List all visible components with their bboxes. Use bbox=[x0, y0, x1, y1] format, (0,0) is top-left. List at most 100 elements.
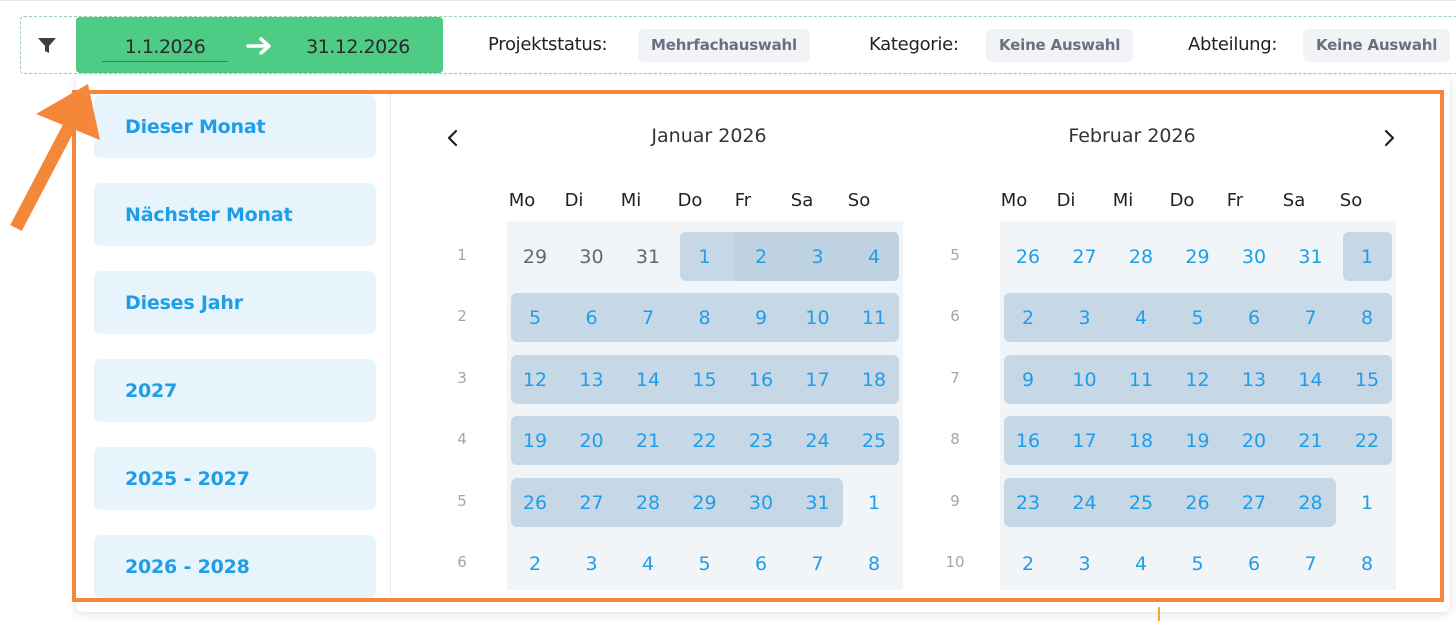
calendar-day[interactable]: 17 bbox=[1072, 429, 1097, 452]
calendar-day[interactable]: 15 bbox=[1354, 368, 1380, 391]
calendar-day[interactable]: 20 bbox=[1241, 429, 1267, 452]
calendar-day[interactable]: 20 bbox=[579, 429, 604, 452]
calendar-day[interactable]: 12 bbox=[522, 368, 548, 391]
calendar-day[interactable]: 2 bbox=[1021, 552, 1035, 575]
calendar-day[interactable]: 25 bbox=[861, 429, 887, 452]
calendar-day[interactable]: 5 bbox=[528, 306, 542, 329]
date-start-input[interactable]: 1.1.2026 bbox=[102, 36, 228, 62]
calendar-day[interactable]: 3 bbox=[1078, 552, 1091, 575]
calendar-day[interactable]: 16 bbox=[748, 368, 774, 391]
calendar-day[interactable]: 9 bbox=[1021, 368, 1035, 391]
calendar-day[interactable]: 24 bbox=[1072, 491, 1097, 514]
calendar-day[interactable]: 19 bbox=[522, 429, 548, 452]
calendar-day[interactable]: 21 bbox=[635, 429, 661, 452]
calendar-day[interactable]: 14 bbox=[635, 368, 661, 391]
calendar-day[interactable]: 28 bbox=[1298, 491, 1323, 514]
calendar-day[interactable]: 29 bbox=[692, 491, 717, 514]
filter-icon[interactable] bbox=[37, 37, 57, 55]
calendar-day[interactable]: 3 bbox=[1078, 306, 1091, 329]
calendar-day[interactable]: 23 bbox=[748, 429, 774, 452]
calendar-day[interactable]: 18 bbox=[1128, 429, 1154, 452]
calendar-day[interactable]: 15 bbox=[692, 368, 717, 391]
calendar-day[interactable]: 13 bbox=[579, 368, 604, 391]
range-row bbox=[1004, 293, 1392, 342]
calendar-day[interactable]: 5 bbox=[698, 552, 711, 575]
calendar-day[interactable]: 6 bbox=[754, 552, 768, 575]
calendar-day[interactable]: 22 bbox=[692, 429, 717, 452]
calendar-day[interactable]: 11 bbox=[861, 306, 887, 329]
abteilung-select[interactable]: Keine Auswahl bbox=[1303, 29, 1451, 62]
calendar-day[interactable]: 6 bbox=[1247, 306, 1261, 329]
calendar-day[interactable]: 13 bbox=[1241, 368, 1267, 391]
calendar-day[interactable]: 10 bbox=[1072, 368, 1097, 391]
calendar-day[interactable]: 2 bbox=[754, 245, 768, 268]
calendar-day[interactable]: 29 bbox=[522, 245, 548, 268]
calendar-day[interactable]: 7 bbox=[1304, 306, 1317, 329]
date-range-picker[interactable]: 1.1.2026 31.12.2026 bbox=[76, 17, 443, 73]
calendar-day[interactable]: 28 bbox=[635, 491, 661, 514]
preset-dieses-jahr[interactable]: Dieses Jahr bbox=[94, 271, 376, 334]
calendar-day[interactable]: 29 bbox=[1185, 245, 1210, 268]
calendar-day[interactable]: 6 bbox=[1247, 552, 1261, 575]
calendar-day[interactable]: 7 bbox=[1304, 552, 1317, 575]
calendar-day[interactable]: 24 bbox=[805, 429, 830, 452]
calendar-day[interactable]: 27 bbox=[1241, 491, 1267, 514]
calendar-day[interactable]: 14 bbox=[1298, 368, 1323, 391]
calendar-day[interactable]: 26 bbox=[1015, 245, 1041, 268]
calendar-day[interactable]: 1 bbox=[698, 245, 711, 268]
calendar-day[interactable]: 19 bbox=[1185, 429, 1210, 452]
calendar-day[interactable]: 7 bbox=[811, 552, 824, 575]
calendar-day[interactable]: 5 bbox=[1191, 306, 1204, 329]
calendar-day[interactable]: 26 bbox=[522, 491, 548, 514]
calendar-day[interactable]: 8 bbox=[1360, 552, 1374, 575]
date-end-input[interactable]: 31.12.2026 bbox=[306, 36, 410, 58]
calendar-day[interactable]: 26 bbox=[1185, 491, 1210, 514]
calendar-day[interactable]: 3 bbox=[585, 552, 598, 575]
calendar-day[interactable]: 16 bbox=[1015, 429, 1041, 452]
calendar-day[interactable]: 18 bbox=[861, 368, 887, 391]
calendar-day[interactable]: 23 bbox=[1015, 491, 1041, 514]
calendar-day[interactable]: 4 bbox=[867, 245, 881, 268]
calendar-day[interactable]: 10 bbox=[805, 306, 830, 329]
calendar-day[interactable]: 30 bbox=[748, 491, 774, 514]
calendar-day[interactable]: 5 bbox=[1191, 552, 1204, 575]
calendar-day[interactable]: 27 bbox=[1072, 245, 1097, 268]
calendar-day[interactable]: 7 bbox=[641, 306, 655, 329]
calendar-day[interactable]: 12 bbox=[1185, 368, 1210, 391]
calendar-day[interactable]: 31 bbox=[805, 491, 830, 514]
calendar-day[interactable]: 2 bbox=[528, 552, 542, 575]
preset-dieser-monat[interactable]: Dieser Monat bbox=[94, 95, 376, 158]
calendar-day[interactable]: 8 bbox=[698, 306, 711, 329]
preset-2025-2027[interactable]: 2025 - 2027 bbox=[94, 447, 376, 510]
calendar-day[interactable]: 30 bbox=[579, 245, 604, 268]
calendar-day[interactable]: 9 bbox=[754, 306, 768, 329]
calendar-day[interactable]: 8 bbox=[867, 552, 881, 575]
chevron-right-icon[interactable] bbox=[1379, 128, 1399, 148]
calendar-day[interactable]: 22 bbox=[1354, 429, 1380, 452]
calendar-day[interactable]: 4 bbox=[641, 552, 655, 575]
projektstatus-select[interactable]: Mehrfachauswahl bbox=[638, 29, 810, 62]
calendar-day[interactable]: 31 bbox=[635, 245, 661, 268]
calendar-day[interactable]: 30 bbox=[1241, 245, 1267, 268]
calendar-day[interactable]: 4 bbox=[1134, 306, 1148, 329]
calendar-day[interactable]: 4 bbox=[1134, 552, 1148, 575]
calendar-day[interactable]: 31 bbox=[1298, 245, 1323, 268]
calendar-day[interactable]: 17 bbox=[805, 368, 830, 391]
calendar-day[interactable]: 21 bbox=[1298, 429, 1323, 452]
calendar-day[interactable]: 1 bbox=[1360, 491, 1374, 514]
calendar-day[interactable]: 25 bbox=[1128, 491, 1154, 514]
calendar-day[interactable]: 28 bbox=[1128, 245, 1154, 268]
calendar-day[interactable]: 11 bbox=[1128, 368, 1154, 391]
preset-2027[interactable]: 2027 bbox=[94, 359, 376, 422]
calendar-day[interactable]: 27 bbox=[579, 491, 604, 514]
calendar-day[interactable]: 2 bbox=[1021, 306, 1035, 329]
calendar-day[interactable]: 3 bbox=[811, 245, 824, 268]
preset-2026-2028[interactable]: 2026 - 2028 bbox=[94, 535, 376, 598]
preset-naechster-monat[interactable]: Nächster Monat bbox=[94, 183, 376, 246]
calendar-day[interactable]: 8 bbox=[1360, 306, 1374, 329]
kategorie-select[interactable]: Keine Auswahl bbox=[986, 29, 1134, 62]
calendar-day[interactable]: 1 bbox=[1360, 245, 1374, 268]
calendar-day[interactable]: 6 bbox=[585, 306, 598, 329]
calendar-day[interactable]: 1 bbox=[867, 491, 881, 514]
chevron-left-icon[interactable] bbox=[443, 128, 463, 148]
